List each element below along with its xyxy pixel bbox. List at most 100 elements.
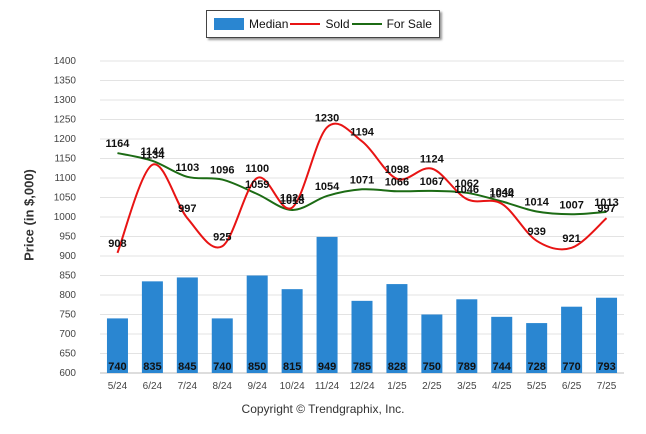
median-bar [491, 316, 513, 373]
median-bar [561, 306, 583, 373]
x-tick-label: 6/25 [562, 381, 582, 392]
copyright-text: Copyright © Trendgraphix, Inc. [241, 402, 405, 416]
sold-value-label: 908 [108, 238, 126, 250]
x-tick-label: 1/25 [387, 381, 407, 392]
sold-value-label: 939 [527, 226, 545, 238]
legend-for-sale-label: For Sale [386, 17, 432, 31]
y-tick-label: 750 [59, 310, 76, 321]
sold-value-label: 997 [597, 203, 615, 215]
sold-value-label: 925 [213, 231, 231, 243]
sold-value-label: 1034 [489, 189, 514, 201]
for-sale-value-label: 1096 [210, 165, 234, 177]
x-tick-label: 9/24 [247, 381, 267, 392]
for-sale-value-label: 1071 [350, 174, 374, 186]
for-sale-value-label: 1014 [524, 197, 549, 209]
legend-item-median: Median [214, 17, 288, 31]
median-value-label: 740 [108, 361, 126, 373]
median-value-label: 828 [388, 361, 406, 373]
x-tick-label: 3/25 [457, 381, 477, 392]
for-sale-value-label: 1018 [280, 195, 304, 207]
median-bar [281, 289, 303, 373]
sold-value-label: 997 [178, 203, 196, 215]
sold-line [116, 122, 608, 254]
legend-median-label: Median [249, 17, 289, 31]
median-bar [351, 300, 373, 373]
y-tick-label: 1250 [54, 115, 77, 126]
y-tick-label: 1400 [54, 56, 77, 67]
sold-value-label: 1046 [455, 184, 479, 196]
for-sale-value-label: 1066 [385, 176, 409, 188]
x-tick-label: 7/24 [178, 381, 198, 392]
sold-swatch [290, 23, 321, 25]
legend-item-for-sale: For Sale [351, 17, 432, 31]
for-sale-value-label: 1040 [489, 186, 513, 198]
median-bar [176, 277, 198, 373]
x-tick-label: 7/25 [597, 381, 617, 392]
x-tick-label: 2/25 [422, 381, 442, 392]
y-tick-label: 1050 [54, 193, 77, 204]
y-tick-label: 1300 [54, 95, 77, 106]
for-sale-value-label: 1067 [420, 176, 444, 188]
x-tick-label: 8/24 [213, 381, 233, 392]
median-value-label: 850 [248, 361, 266, 373]
for-sale-value-label: 1007 [559, 199, 583, 211]
y-tick-label: 1350 [54, 76, 77, 87]
median-bar [421, 314, 443, 373]
for-sale-value-label: 1164 [106, 138, 131, 150]
median-value-label: 815 [283, 361, 301, 373]
sold-value-label: 1024 [280, 193, 305, 205]
for-sale-swatch [351, 23, 382, 25]
x-tick-label: 5/24 [108, 381, 128, 392]
sold-value-label: 1098 [385, 164, 409, 176]
x-tick-label: 4/25 [492, 381, 512, 392]
for-sale-line [117, 152, 607, 216]
median-value-label: 740 [213, 361, 231, 373]
x-tick-label: 10/24 [280, 381, 305, 392]
y-tick-label: 1100 [54, 173, 76, 184]
median-bar [106, 318, 128, 373]
x-tick-label: 12/24 [349, 381, 374, 392]
median-value-label: 750 [423, 361, 441, 373]
y-tick-label: 850 [59, 271, 76, 282]
sold-value-label: 921 [562, 233, 580, 245]
median-value-label: 835 [143, 361, 161, 373]
legend: Median Sold For Sale [206, 10, 440, 38]
median-value-label: 845 [178, 361, 196, 373]
y-tick-label: 900 [59, 251, 76, 262]
y-tick-label: 1000 [54, 212, 77, 223]
median-bar [141, 281, 163, 373]
sold-value-label: 1100 [245, 163, 269, 175]
y-tick-label: 700 [59, 329, 76, 340]
y-tick-label: 1150 [54, 154, 76, 165]
median-bar [456, 299, 478, 373]
y-tick-label: 950 [59, 232, 76, 243]
median-value-label: 785 [353, 361, 371, 373]
median-bar [386, 284, 408, 373]
y-tick-label: 650 [59, 349, 76, 360]
median-value-label: 793 [597, 361, 615, 373]
for-sale-value-label: 1062 [455, 178, 479, 190]
median-bar [526, 323, 548, 373]
median-bar [596, 297, 618, 373]
x-tick-label: 5/25 [527, 381, 547, 392]
y-tick-label: 600 [59, 368, 76, 379]
median-swatch [214, 18, 245, 30]
y-tick-label: 800 [59, 290, 76, 301]
median-bar [316, 236, 338, 373]
sold-value-label: 1230 [315, 112, 339, 124]
median-bar [211, 318, 233, 373]
sold-value-label: 1134 [140, 150, 165, 162]
median-value-label: 949 [318, 361, 336, 373]
legend-sold-label: Sold [325, 17, 350, 31]
legend-item-sold: Sold [290, 17, 350, 31]
for-sale-value-label: 1054 [315, 181, 340, 193]
median-value-label: 728 [527, 361, 545, 373]
for-sale-value-label: 1013 [594, 197, 618, 209]
median-value-label: 789 [458, 361, 476, 373]
median-value-label: 770 [562, 361, 580, 373]
median-bar [246, 275, 268, 373]
for-sale-value-label: 1144 [140, 146, 165, 158]
for-sale-value-label: 1059 [245, 179, 269, 191]
for-sale-value-label: 1103 [175, 162, 199, 174]
